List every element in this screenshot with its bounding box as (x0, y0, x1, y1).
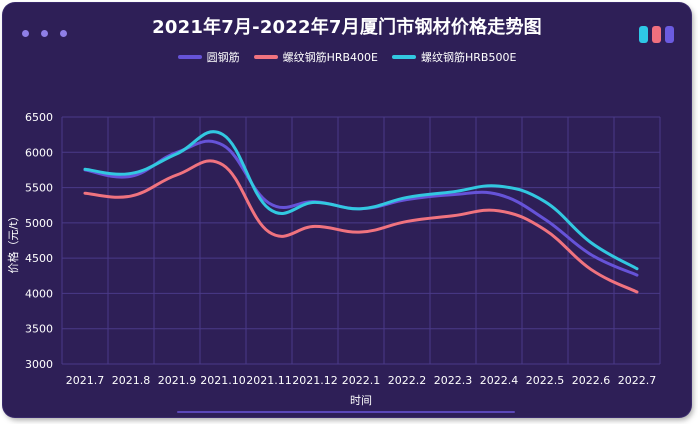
y-tick-label: 3500 (25, 323, 53, 336)
legend-label: 螺纹钢筋HRB500E (421, 51, 517, 64)
purple-tab-icon (665, 26, 674, 43)
chart-title: 2021年7月-2022年7月厦门市钢材价格走势图 (152, 17, 542, 38)
y-tick-label: 3000 (25, 358, 53, 371)
x-tick-label: 2022.4 (480, 374, 519, 387)
y-tick-labels: 6500 6000 5500 5000 4500 4000 3500 3000 (25, 111, 53, 371)
y-tick-label: 4000 (25, 287, 53, 300)
y-tick-label: 4500 (25, 252, 53, 265)
x-tick-label: 2022.6 (572, 374, 611, 387)
dot-icon (41, 30, 48, 37)
series-line (83, 159, 639, 294)
x-tick-label: 2021.7 (66, 374, 105, 387)
x-tick-label: 2022.2 (388, 374, 427, 387)
legend-item[interactable]: 螺纹钢筋HRB400E (253, 49, 378, 65)
x-tick-label: 2021.12 (292, 374, 338, 387)
dot-icon (60, 30, 67, 37)
legend-label: 螺纹钢筋HRB400E (282, 51, 378, 64)
x-axis-label: 时间 (350, 394, 372, 407)
x-tick-label: 2021.8 (112, 374, 151, 387)
cyan-tab-icon (639, 26, 648, 43)
legend-item[interactable]: 圆钢筋 (177, 49, 240, 65)
legend-swatch (392, 55, 416, 59)
y-tick-label: 6000 (25, 146, 53, 159)
y-tick-label: 6500 (25, 111, 53, 124)
legend-item[interactable]: 螺纹钢筋HRB500E (392, 49, 516, 65)
bottom-accent-bar (177, 411, 515, 413)
y-axis-label: 价格（元/t） (6, 210, 20, 273)
y-tick-label: 5500 (25, 182, 53, 195)
x-tick-label: 2022.7 (618, 374, 657, 387)
y-tick-label: 5000 (25, 217, 53, 230)
x-tick-label: 2021.9 (158, 374, 197, 387)
window-dots (22, 30, 67, 37)
pink-tab-icon (652, 26, 661, 43)
series-line (83, 130, 639, 271)
legend-label: 圆钢筋 (206, 51, 240, 64)
x-tick-label: 2021.10 (200, 374, 246, 387)
x-tick-label: 2021.11 (246, 374, 292, 387)
series-lines (83, 130, 639, 294)
dot-icon (22, 30, 29, 37)
chart-legend: 圆钢筋 螺纹钢筋HRB400E 螺纹钢筋HRB500E (3, 49, 691, 65)
chart-frame: 2021年7月-2022年7月厦门市钢材价格走势图 圆钢筋 螺纹钢筋HRB400E… (3, 3, 691, 417)
grid-lines (61, 116, 661, 365)
x-tick-label: 2022.5 (526, 374, 565, 387)
x-tick-labels: 2021.7 2021.8 2021.9 2021.10 2021.11 2021.12 2… (66, 374, 657, 387)
legend-swatch (177, 55, 202, 59)
x-tick-label: 2022.3 (434, 374, 473, 387)
window-icons (639, 26, 674, 43)
legend-swatch (253, 55, 278, 59)
x-tick-label: 2022.1 (342, 374, 381, 387)
